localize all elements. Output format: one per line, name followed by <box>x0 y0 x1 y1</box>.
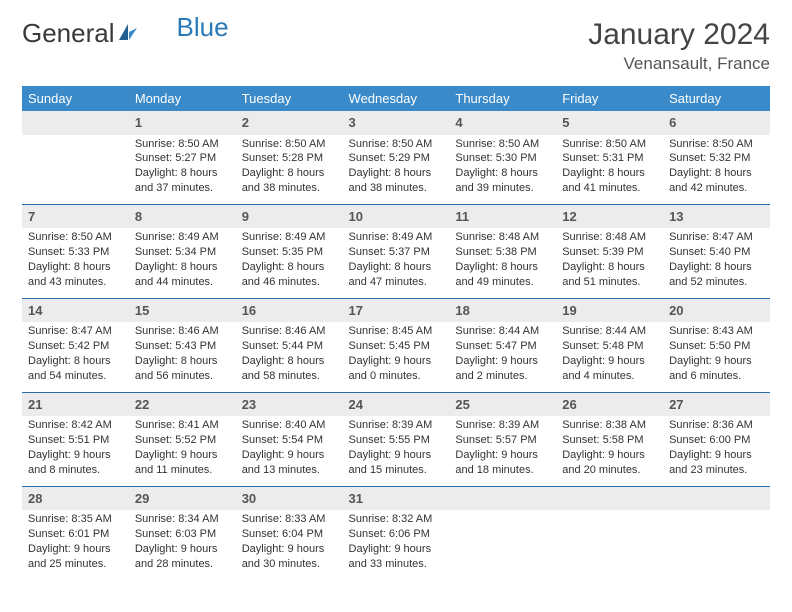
day-content-cell <box>449 510 556 579</box>
title-block: January 2024 Venansault, France <box>588 18 770 74</box>
day-content-cell: Sunrise: 8:44 AMSunset: 5:48 PMDaylight:… <box>556 322 663 392</box>
day-content-cell: Sunrise: 8:48 AMSunset: 5:38 PMDaylight:… <box>449 228 556 298</box>
calendar-table: SundayMondayTuesdayWednesdayThursdayFrid… <box>22 86 770 580</box>
weekday-header: Saturday <box>663 86 770 111</box>
day-number-cell: 27 <box>663 392 770 416</box>
day-number-cell: 31 <box>343 486 450 510</box>
weekday-header: Thursday <box>449 86 556 111</box>
day-number-cell: 1 <box>129 111 236 135</box>
day-content-cell: Sunrise: 8:49 AMSunset: 5:34 PMDaylight:… <box>129 228 236 298</box>
day-content-cell: Sunrise: 8:50 AMSunset: 5:28 PMDaylight:… <box>236 135 343 205</box>
day-content-cell: Sunrise: 8:50 AMSunset: 5:33 PMDaylight:… <box>22 228 129 298</box>
day-number-cell <box>22 111 129 135</box>
day-content-cell: Sunrise: 8:39 AMSunset: 5:57 PMDaylight:… <box>449 416 556 486</box>
day-content-cell: Sunrise: 8:42 AMSunset: 5:51 PMDaylight:… <box>22 416 129 486</box>
day-content-cell: Sunrise: 8:47 AMSunset: 5:40 PMDaylight:… <box>663 228 770 298</box>
day-content-cell: Sunrise: 8:38 AMSunset: 5:58 PMDaylight:… <box>556 416 663 486</box>
day-number-cell: 17 <box>343 298 450 322</box>
day-content-cell: Sunrise: 8:41 AMSunset: 5:52 PMDaylight:… <box>129 416 236 486</box>
day-content-cell: Sunrise: 8:43 AMSunset: 5:50 PMDaylight:… <box>663 322 770 392</box>
weekday-header: Monday <box>129 86 236 111</box>
day-number-cell <box>663 486 770 510</box>
day-content-cell: Sunrise: 8:50 AMSunset: 5:32 PMDaylight:… <box>663 135 770 205</box>
day-number-cell: 8 <box>129 204 236 228</box>
weekday-header: Friday <box>556 86 663 111</box>
day-number-cell: 18 <box>449 298 556 322</box>
day-content-cell: Sunrise: 8:36 AMSunset: 6:00 PMDaylight:… <box>663 416 770 486</box>
day-number-cell: 25 <box>449 392 556 416</box>
day-number-cell: 23 <box>236 392 343 416</box>
calendar-header: SundayMondayTuesdayWednesdayThursdayFrid… <box>22 86 770 111</box>
day-number-cell: 5 <box>556 111 663 135</box>
brand-logo: General Blue <box>22 18 229 49</box>
day-content-cell: Sunrise: 8:44 AMSunset: 5:47 PMDaylight:… <box>449 322 556 392</box>
day-number-cell: 13 <box>663 204 770 228</box>
weekday-header: Sunday <box>22 86 129 111</box>
day-number-cell: 4 <box>449 111 556 135</box>
day-number-cell: 20 <box>663 298 770 322</box>
day-content-cell: Sunrise: 8:33 AMSunset: 6:04 PMDaylight:… <box>236 510 343 579</box>
day-content-cell: Sunrise: 8:46 AMSunset: 5:44 PMDaylight:… <box>236 322 343 392</box>
brand-part2: Blue <box>177 12 229 43</box>
day-content-cell: Sunrise: 8:50 AMSunset: 5:29 PMDaylight:… <box>343 135 450 205</box>
day-number-cell: 21 <box>22 392 129 416</box>
day-number-cell: 28 <box>22 486 129 510</box>
day-number-cell: 16 <box>236 298 343 322</box>
header: General Blue January 2024 Venansault, Fr… <box>22 18 770 74</box>
location: Venansault, France <box>588 54 770 74</box>
sail-icon <box>117 18 139 49</box>
day-content-cell: Sunrise: 8:46 AMSunset: 5:43 PMDaylight:… <box>129 322 236 392</box>
day-number-cell: 19 <box>556 298 663 322</box>
day-number-cell: 14 <box>22 298 129 322</box>
day-content-cell <box>22 135 129 205</box>
day-number-cell: 6 <box>663 111 770 135</box>
day-content-cell: Sunrise: 8:50 AMSunset: 5:27 PMDaylight:… <box>129 135 236 205</box>
day-content-cell: Sunrise: 8:32 AMSunset: 6:06 PMDaylight:… <box>343 510 450 579</box>
day-number-cell: 9 <box>236 204 343 228</box>
day-number-cell: 12 <box>556 204 663 228</box>
day-number-cell <box>556 486 663 510</box>
calendar-body: 123456 Sunrise: 8:50 AMSunset: 5:27 PMDa… <box>22 111 770 580</box>
day-number-cell: 3 <box>343 111 450 135</box>
brand-part1: General <box>22 18 115 49</box>
day-content-cell: Sunrise: 8:49 AMSunset: 5:37 PMDaylight:… <box>343 228 450 298</box>
day-number-cell: 29 <box>129 486 236 510</box>
day-content-cell: Sunrise: 8:40 AMSunset: 5:54 PMDaylight:… <box>236 416 343 486</box>
day-content-cell: Sunrise: 8:48 AMSunset: 5:39 PMDaylight:… <box>556 228 663 298</box>
day-number-cell <box>449 486 556 510</box>
day-number-cell: 11 <box>449 204 556 228</box>
day-content-cell <box>663 510 770 579</box>
day-content-cell <box>556 510 663 579</box>
day-number-cell: 2 <box>236 111 343 135</box>
day-number-cell: 15 <box>129 298 236 322</box>
day-content-cell: Sunrise: 8:45 AMSunset: 5:45 PMDaylight:… <box>343 322 450 392</box>
day-number-cell: 7 <box>22 204 129 228</box>
weekday-header: Wednesday <box>343 86 450 111</box>
day-number-cell: 24 <box>343 392 450 416</box>
month-title: January 2024 <box>588 18 770 52</box>
day-content-cell: Sunrise: 8:49 AMSunset: 5:35 PMDaylight:… <box>236 228 343 298</box>
day-number-cell: 22 <box>129 392 236 416</box>
day-content-cell: Sunrise: 8:50 AMSunset: 5:31 PMDaylight:… <box>556 135 663 205</box>
day-content-cell: Sunrise: 8:39 AMSunset: 5:55 PMDaylight:… <box>343 416 450 486</box>
day-number-cell: 10 <box>343 204 450 228</box>
weekday-header: Tuesday <box>236 86 343 111</box>
day-number-cell: 26 <box>556 392 663 416</box>
day-number-cell: 30 <box>236 486 343 510</box>
day-content-cell: Sunrise: 8:47 AMSunset: 5:42 PMDaylight:… <box>22 322 129 392</box>
day-content-cell: Sunrise: 8:34 AMSunset: 6:03 PMDaylight:… <box>129 510 236 579</box>
day-content-cell: Sunrise: 8:50 AMSunset: 5:30 PMDaylight:… <box>449 135 556 205</box>
day-content-cell: Sunrise: 8:35 AMSunset: 6:01 PMDaylight:… <box>22 510 129 579</box>
